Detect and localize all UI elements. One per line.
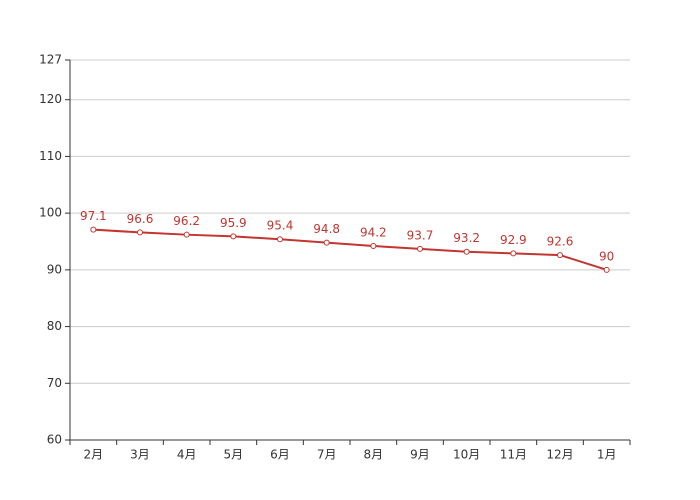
- data-label: 94.8: [313, 222, 340, 236]
- data-label: 95.9: [220, 216, 247, 230]
- y-tick-label: 80: [47, 319, 62, 333]
- marker: [137, 229, 143, 236]
- x-tick-label: 5月: [224, 448, 244, 462]
- data-label: 92.6: [547, 235, 574, 249]
- x-tick-label: 6月: [270, 448, 290, 462]
- y-tick-label: 70: [47, 376, 62, 390]
- marker: [463, 248, 470, 255]
- data-label: 94.2: [360, 226, 387, 240]
- y-tick-label: 127: [39, 53, 62, 67]
- x-tick-label: 7月: [317, 448, 337, 462]
- data-label: 96.6: [127, 212, 154, 226]
- y-tick-label: 120: [39, 92, 62, 106]
- marker: [370, 243, 377, 250]
- x-tick-label: 9月: [410, 448, 430, 462]
- marker: [603, 266, 610, 273]
- data-label: 93.7: [407, 228, 434, 242]
- marker: [183, 231, 190, 238]
- data-label: 93.2: [453, 231, 480, 245]
- x-tick-label: 11月: [500, 448, 527, 462]
- data-label: 92.9: [500, 233, 527, 247]
- y-tick-label: 90: [47, 262, 62, 276]
- y-tick-label: 110: [39, 149, 62, 163]
- x-tick-label: 10月: [453, 448, 480, 462]
- x-tick-label: 3月: [130, 448, 150, 462]
- data-label: 95.4: [267, 219, 294, 233]
- x-tick-label: 12月: [546, 448, 573, 462]
- marker: [323, 239, 330, 246]
- marker: [90, 226, 97, 233]
- marker: [277, 236, 283, 243]
- data-label: 96.2: [173, 214, 200, 228]
- x-tick-label: 2月: [84, 448, 104, 462]
- y-tick-label: 100: [39, 206, 62, 220]
- marker: [510, 250, 517, 257]
- y-tick-label: 60: [47, 433, 62, 447]
- marker: [557, 252, 563, 259]
- data-label: 97.1: [80, 209, 107, 223]
- x-tick-label: 4月: [177, 448, 197, 462]
- line: [93, 228, 607, 271]
- data-label: 90: [599, 249, 614, 263]
- marker: [417, 245, 423, 252]
- x-tick-label: 8月: [364, 448, 384, 462]
- marker: [230, 233, 237, 240]
- x-tick-label: 1月: [597, 448, 617, 462]
